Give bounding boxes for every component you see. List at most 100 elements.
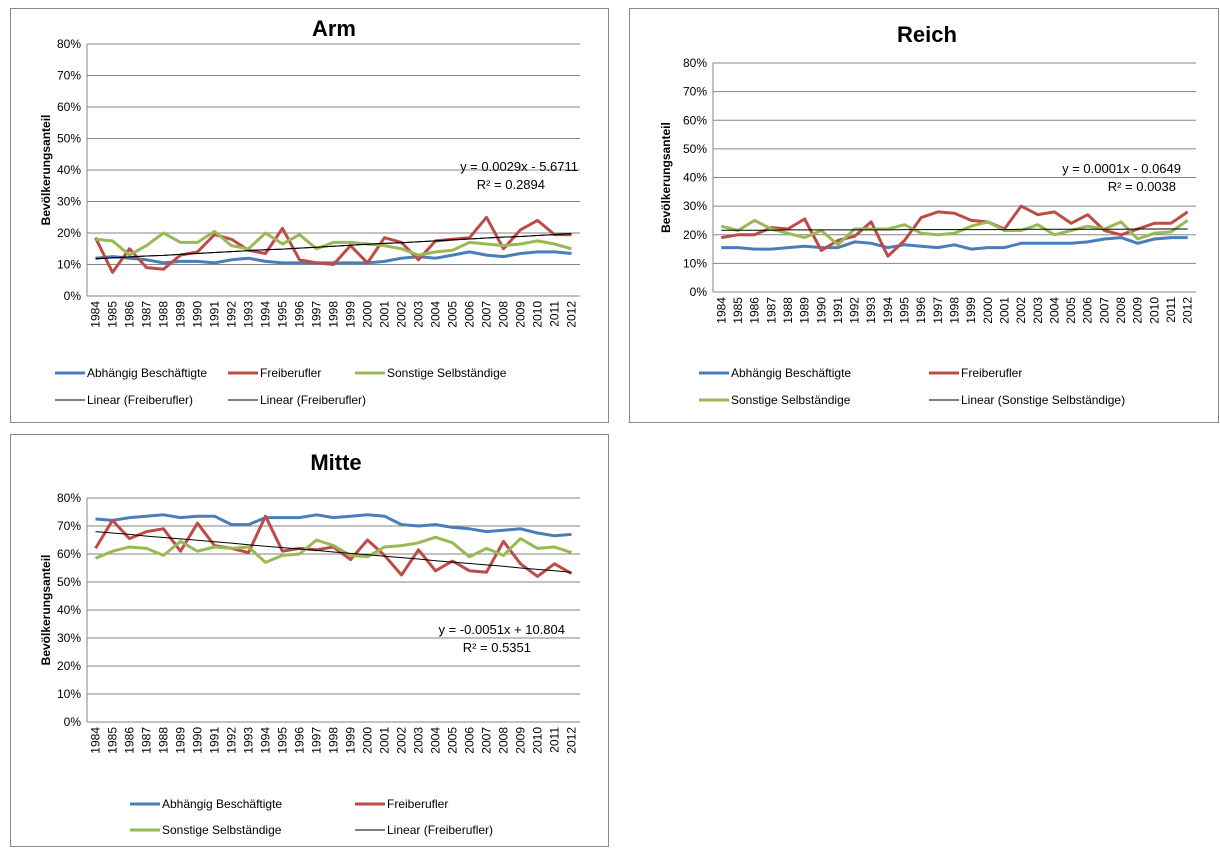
y-tick-label: 0% — [64, 289, 82, 303]
x-tick-label: 1997 — [310, 301, 324, 328]
chart-title: Mitte — [310, 450, 361, 475]
x-tick-label: 1990 — [814, 297, 828, 324]
x-tick-label: 2012 — [565, 727, 579, 754]
x-tick-label: 1999 — [344, 727, 358, 754]
x-tick-label: 1996 — [293, 301, 307, 328]
x-tick-label: 1985 — [106, 301, 120, 328]
x-tick-label: 1989 — [798, 297, 812, 324]
y-tick-label: 30% — [57, 195, 81, 209]
x-tick-label: 2009 — [514, 727, 528, 754]
x-tick-label: 2000 — [361, 301, 375, 328]
chart-border — [10, 8, 609, 423]
x-tick-label: 2001 — [378, 301, 392, 328]
series-line — [721, 204, 1189, 258]
trend-line — [721, 228, 1188, 231]
x-tick-label: 1995 — [898, 297, 912, 324]
x-tick-label: 2001 — [378, 727, 392, 754]
x-tick-label: 2001 — [997, 297, 1011, 324]
y-tick-label: 70% — [683, 85, 707, 99]
legend-label: Abhängig Beschäftigte — [162, 797, 282, 811]
series-line — [721, 236, 1188, 251]
x-tick-label: 1998 — [948, 297, 962, 324]
legend-label: Abhängig Beschäftigte — [731, 366, 851, 380]
x-tick-label: 2005 — [446, 301, 460, 328]
x-tick-label: 2011 — [1164, 297, 1178, 323]
y-tick-label: 80% — [57, 37, 81, 51]
x-tick-label: 2006 — [463, 727, 477, 754]
x-tick-label: 2006 — [463, 301, 477, 328]
y-tick-label: 40% — [683, 171, 707, 185]
y-axis-label: Bevölkerungsanteil — [39, 555, 53, 666]
y-tick-label: 30% — [683, 199, 707, 213]
x-tick-label: 2002 — [395, 301, 409, 328]
legend-label: Linear (Freiberufler) — [87, 393, 193, 407]
y-tick-label: 40% — [57, 163, 81, 177]
x-tick-label: 2004 — [1047, 297, 1061, 324]
trend-annotation: y = -0.0051x + 10.804 — [439, 622, 565, 637]
x-tick-label: 2008 — [1114, 297, 1128, 324]
chart-border — [10, 434, 609, 847]
x-tick-label: 1987 — [140, 301, 154, 328]
x-tick-label: 2003 — [1031, 297, 1045, 324]
x-tick-label: 2010 — [1147, 297, 1161, 324]
x-tick-label: 1997 — [310, 727, 324, 754]
y-tick-label: 20% — [683, 228, 707, 242]
y-tick-label: 30% — [57, 631, 81, 645]
legend-label: Sonstige Selbständige — [162, 823, 282, 837]
x-tick-label: 2006 — [1081, 297, 1095, 324]
legend-label: Abhängig Beschäftigte — [87, 366, 207, 380]
x-tick-label: 1996 — [914, 297, 928, 324]
x-tick-label: 1994 — [259, 301, 273, 328]
x-tick-label: 2007 — [1097, 297, 1111, 324]
y-tick-label: 50% — [57, 132, 81, 146]
x-tick-label: 1988 — [781, 297, 795, 324]
x-tick-label: 1995 — [276, 727, 290, 754]
x-tick-label: 1999 — [344, 301, 358, 328]
x-tick-label: 1987 — [764, 297, 778, 324]
x-tick-label: 1995 — [276, 301, 290, 328]
chart: Reich Bevölkerungsanteil 0% 10% 20% 30% 40% 50%… — [629, 8, 1219, 423]
x-tick-label: 1990 — [191, 727, 205, 754]
x-tick-label: 2000 — [981, 297, 995, 324]
y-tick-label: 50% — [683, 142, 707, 156]
y-tick-label: 0% — [64, 715, 82, 729]
x-tick-label: 2008 — [497, 727, 511, 754]
y-tick-label: 70% — [57, 519, 81, 533]
x-tick-label: 2010 — [531, 727, 545, 754]
trend-line — [95, 531, 572, 573]
legend-label: Freiberufler — [961, 366, 1022, 380]
y-tick-label: 0% — [690, 285, 708, 299]
x-tick-label: 1984 — [89, 301, 103, 328]
x-tick-label: 1991 — [208, 301, 222, 328]
x-tick-label: 2010 — [531, 301, 545, 328]
x-tick-label: 1986 — [123, 301, 137, 328]
x-tick-label: 1996 — [293, 727, 307, 754]
y-tick-label: 60% — [57, 100, 81, 114]
x-tick-label: 1991 — [208, 727, 222, 754]
x-tick-label: 1994 — [259, 727, 273, 754]
x-tick-label: 1986 — [748, 297, 762, 324]
trend-annotation: y = 0.0001x - 0.0649 — [1062, 161, 1181, 176]
legend-label: Sonstige Selbständige — [731, 393, 851, 407]
chart-title: Reich — [897, 22, 957, 47]
x-tick-label: 2005 — [1064, 297, 1078, 324]
x-tick-label: 2004 — [429, 301, 443, 328]
legend-label: Linear (Sonstige Selbständige) — [961, 393, 1125, 407]
y-tick-label: 80% — [57, 491, 81, 505]
y-tick-label: 20% — [57, 226, 81, 240]
x-tick-label: 1993 — [864, 297, 878, 324]
x-tick-label: 1985 — [106, 727, 120, 754]
x-tick-label: 1987 — [140, 727, 154, 754]
chart: Mitte Bevölkerungsanteil 0% 10% 20% 30% 40% 50%… — [10, 434, 609, 847]
x-tick-label: 2009 — [1131, 297, 1145, 324]
x-tick-label: 2002 — [1014, 297, 1028, 324]
x-tick-label: 1998 — [327, 727, 341, 754]
trend-annotation: R² = 0.2894 — [477, 177, 545, 192]
x-tick-label: 1998 — [327, 301, 341, 328]
trend-annotation: y = 0.0029x - 5.6711 — [460, 159, 578, 174]
x-tick-label: 1999 — [964, 297, 978, 324]
x-tick-label: 1997 — [931, 297, 945, 324]
legend-label: Linear (Freiberufler) — [387, 823, 493, 837]
x-tick-label: 2000 — [361, 727, 375, 754]
